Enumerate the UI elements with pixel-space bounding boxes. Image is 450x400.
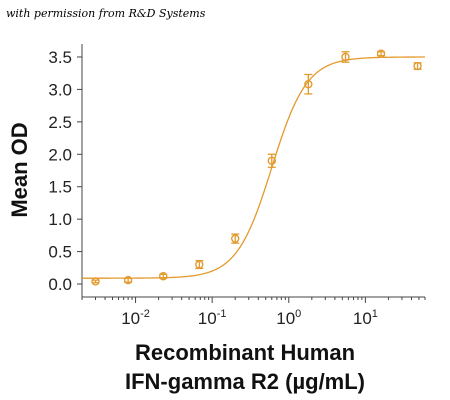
data-point (267, 153, 276, 168)
data-point (304, 73, 313, 95)
y-tick-label: 3.5 (48, 48, 72, 67)
x-tick-label: 10-2 (121, 308, 150, 328)
x-tick-label: 100 (276, 308, 301, 328)
axes-frame (81, 44, 425, 298)
data-points (91, 49, 422, 286)
point-marker (159, 272, 168, 281)
x-axis-title-line-2: IFN-gamma R2 (µg/mL) (125, 369, 365, 394)
point-marker (341, 52, 350, 62)
y-axis-title: Mean OD (7, 122, 32, 217)
x-tick-label: 10-1 (198, 308, 227, 328)
data-point (159, 272, 168, 281)
point-marker (195, 260, 204, 269)
fit-curve (82, 56, 425, 279)
y-tick-label: 2.0 (48, 145, 72, 164)
point-marker (231, 234, 240, 243)
x-axis-ticks: 10-2 10-1 100 101 (81, 297, 426, 328)
y-tick-label: 0.0 (48, 275, 72, 294)
point-marker (304, 80, 313, 89)
y-tick-label: 1.5 (48, 178, 72, 197)
y-tick-label: 2.5 (48, 113, 72, 132)
point-marker (91, 277, 100, 286)
data-point (413, 61, 422, 71)
y-tick-label: 1.0 (48, 210, 72, 229)
point-marker (376, 49, 386, 58)
data-point (123, 275, 133, 285)
y-tick-label: 0.5 (48, 243, 72, 262)
data-point (376, 49, 386, 58)
data-point (91, 277, 100, 286)
x-tick-label: 101 (353, 308, 378, 328)
permission-caption: with permission from R&D Systems (6, 7, 206, 20)
data-point (341, 51, 350, 63)
x-axis-title-line-1: Recombinant Human (135, 340, 355, 365)
y-axis-ticks: 0.0 0.5 1.0 1.5 2.0 2.5 3.0 3.5 (48, 48, 82, 294)
point-marker (123, 275, 133, 285)
data-point (195, 260, 204, 270)
point-marker (413, 61, 422, 71)
y-tick-label: 3.0 (48, 80, 72, 99)
point-marker (267, 156, 276, 165)
data-point (231, 233, 240, 244)
